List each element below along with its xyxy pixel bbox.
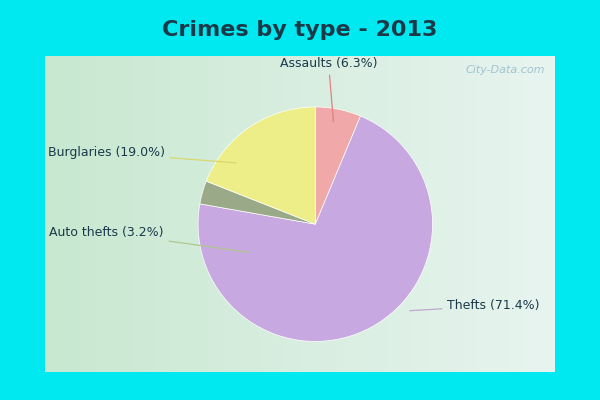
Text: City-Data.com: City-Data.com (465, 66, 545, 76)
Wedge shape (200, 181, 315, 224)
Wedge shape (206, 107, 315, 224)
Text: Auto thefts (3.2%): Auto thefts (3.2%) (49, 226, 250, 252)
Text: Thefts (71.4%): Thefts (71.4%) (410, 299, 540, 312)
Wedge shape (198, 116, 433, 342)
Text: Assaults (6.3%): Assaults (6.3%) (280, 57, 377, 122)
Text: Crimes by type - 2013: Crimes by type - 2013 (163, 20, 437, 40)
Text: Burglaries (19.0%): Burglaries (19.0%) (48, 146, 236, 163)
Wedge shape (315, 107, 361, 224)
